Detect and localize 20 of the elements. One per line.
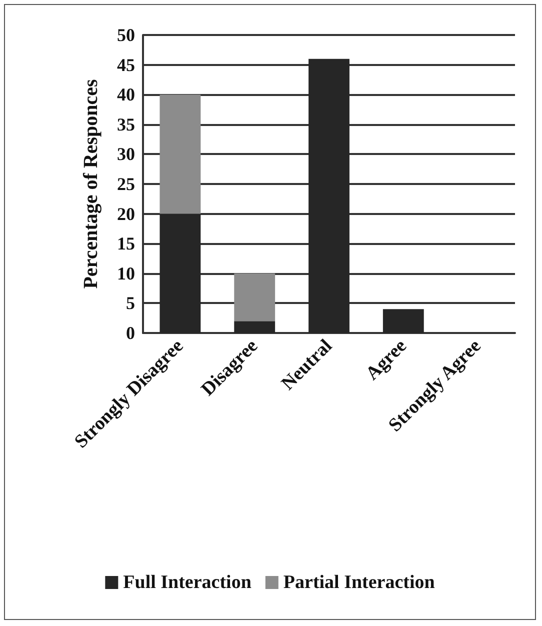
legend-label: Full Interaction [123, 572, 252, 593]
bar [308, 58, 350, 333]
bar [160, 214, 201, 333]
y-tick-label: 35 [117, 114, 135, 134]
y-tick-label: 45 [117, 54, 135, 75]
bar [234, 321, 276, 333]
y-tick-label: 0 [126, 323, 135, 343]
y-tick-label: 30 [117, 144, 135, 164]
legend-label: Partial Interaction [283, 572, 436, 593]
y-tick-label: 50 [117, 25, 135, 45]
y-tick-label: 5 [126, 293, 135, 314]
bar [234, 273, 276, 322]
bar [160, 94, 201, 214]
y-axis-title: Percentage of Responces [80, 79, 102, 289]
bar [382, 309, 424, 333]
y-tick-label: 25 [117, 174, 135, 194]
y-tick-label: 10 [117, 263, 135, 284]
y-tick-label: 15 [117, 234, 135, 254]
y-tick-label: 40 [117, 84, 135, 105]
y-tick-label: 20 [117, 204, 135, 224]
